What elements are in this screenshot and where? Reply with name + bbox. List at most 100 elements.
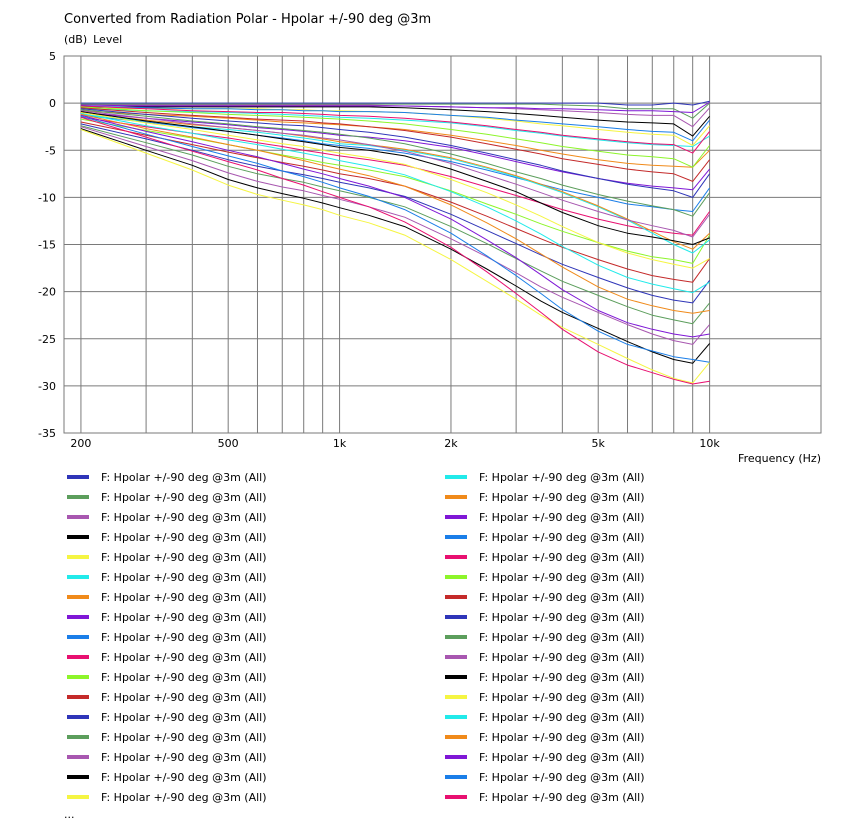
series-line-8 bbox=[80, 112, 710, 191]
legend-item: F: Hpolar +/-90 deg @3m (All) bbox=[445, 710, 645, 724]
legend-swatch bbox=[445, 595, 467, 599]
legend-item: F: Hpolar +/-90 deg @3m (All) bbox=[67, 710, 267, 724]
series-line-27 bbox=[80, 110, 711, 238]
legend-item: F: Hpolar +/-90 deg @3m (All) bbox=[67, 530, 267, 544]
legend-label: F: Hpolar +/-90 deg @3m (All) bbox=[479, 490, 645, 504]
legend-label: F: Hpolar +/-90 deg @3m (All) bbox=[101, 470, 267, 484]
legend-label: F: Hpolar +/-90 deg @3m (All) bbox=[479, 710, 645, 724]
legend-swatch bbox=[445, 475, 467, 479]
legend-label: F: Hpolar +/-90 deg @3m (All) bbox=[479, 770, 645, 784]
legend-swatch bbox=[445, 675, 467, 679]
y-tick-label: -20 bbox=[38, 286, 56, 299]
legend-swatch bbox=[67, 675, 89, 679]
legend-item: F: Hpolar +/-90 deg @3m (All) bbox=[445, 470, 645, 484]
legend-item: F: Hpolar +/-90 deg @3m (All) bbox=[445, 610, 645, 624]
legend-swatch bbox=[445, 515, 467, 519]
legend-swatch bbox=[67, 595, 89, 599]
legend-item: F: Hpolar +/-90 deg @3m (All) bbox=[445, 490, 645, 504]
legend-item: F: Hpolar +/-90 deg @3m (All) bbox=[445, 590, 645, 604]
x-tick-label: 1k bbox=[333, 437, 347, 450]
series-line-12 bbox=[80, 121, 711, 283]
legend-item: F: Hpolar +/-90 deg @3m (All) bbox=[67, 630, 267, 644]
legend-label: F: Hpolar +/-90 deg @3m (All) bbox=[479, 590, 645, 604]
y-tick-label: -15 bbox=[38, 239, 56, 252]
legend-item: F: Hpolar +/-90 deg @3m (All) bbox=[67, 610, 267, 624]
y-tick-label: 5 bbox=[49, 50, 56, 63]
legend-swatch bbox=[445, 555, 467, 559]
y-tick-label: 0 bbox=[49, 97, 56, 110]
legend-swatch bbox=[67, 795, 89, 799]
legend-label: F: Hpolar +/-90 deg @3m (All) bbox=[101, 610, 267, 624]
y-axis-label: (dB) Level bbox=[64, 33, 128, 46]
legend-label: F: Hpolar +/-90 deg @3m (All) bbox=[479, 550, 645, 564]
legend-swatch bbox=[67, 715, 89, 719]
legend-label: F: Hpolar +/-90 deg @3m (All) bbox=[101, 790, 267, 804]
x-tick-label: 5k bbox=[592, 437, 606, 450]
legend-item: F: Hpolar +/-90 deg @3m (All) bbox=[67, 570, 267, 584]
legend-item: F: Hpolar +/-90 deg @3m (All) bbox=[445, 730, 645, 744]
legend-label: F: Hpolar +/-90 deg @3m (All) bbox=[479, 570, 645, 584]
series-line-33 bbox=[80, 115, 710, 363]
series-line-20 bbox=[80, 101, 710, 113]
legend-label: F: Hpolar +/-90 deg @3m (All) bbox=[479, 630, 645, 644]
series-line-25 bbox=[80, 108, 711, 198]
x-tick-label: 500 bbox=[218, 437, 239, 450]
legend-swatch bbox=[445, 755, 467, 759]
legend-item: F: Hpolar +/-90 deg @3m (All) bbox=[445, 530, 645, 544]
legend-swatch bbox=[445, 495, 467, 499]
legend-label: F: Hpolar +/-90 deg @3m (All) bbox=[479, 470, 645, 484]
legend-item: F: Hpolar +/-90 deg @3m (All) bbox=[67, 650, 267, 664]
legend-label: F: Hpolar +/-90 deg @3m (All) bbox=[101, 650, 267, 664]
legend-item: F: Hpolar +/-90 deg @3m (All) bbox=[445, 750, 645, 764]
legend-item: F: Hpolar +/-90 deg @3m (All) bbox=[67, 790, 267, 804]
legend-label: F: Hpolar +/-90 deg @3m (All) bbox=[479, 650, 645, 664]
legend-label: F: Hpolar +/-90 deg @3m (All) bbox=[101, 530, 267, 544]
series-line-29 bbox=[80, 112, 710, 269]
legend-swatch bbox=[445, 695, 467, 699]
legend-item: F: Hpolar +/-90 deg @3m (All) bbox=[445, 650, 645, 664]
legend-label: F: Hpolar +/-90 deg @3m (All) bbox=[101, 750, 267, 764]
legend-swatch bbox=[67, 655, 89, 659]
legend-item: F: Hpolar +/-90 deg @3m (All) bbox=[445, 690, 645, 704]
legend-item: F: Hpolar +/-90 deg @3m (All) bbox=[67, 470, 267, 484]
series-line-14 bbox=[80, 125, 710, 325]
legend-item: F: Hpolar +/-90 deg @3m (All) bbox=[445, 570, 645, 584]
legend-item: F: Hpolar +/-90 deg @3m (All) bbox=[67, 490, 267, 504]
legend-label: F: Hpolar +/-90 deg @3m (All) bbox=[101, 570, 267, 584]
legend-item: F: Hpolar +/-90 deg @3m (All) bbox=[445, 550, 645, 564]
x-tick-label: 10k bbox=[699, 437, 720, 450]
series-line-7 bbox=[80, 110, 710, 168]
legend-swatch bbox=[67, 575, 89, 579]
legend-label: F: Hpolar +/-90 deg @3m (All) bbox=[101, 550, 267, 564]
legend-more-indicator: ... bbox=[64, 808, 75, 821]
series-line-28 bbox=[80, 111, 710, 245]
x-tick-label: 2k bbox=[444, 437, 458, 450]
legend-item: F: Hpolar +/-90 deg @3m (All) bbox=[67, 750, 267, 764]
legend-item: F: Hpolar +/-90 deg @3m (All) bbox=[67, 690, 267, 704]
x-tick-label: 200 bbox=[70, 437, 91, 450]
legend-label: F: Hpolar +/-90 deg @3m (All) bbox=[479, 610, 645, 624]
series-line-21 bbox=[80, 105, 710, 142]
legend-item: F: Hpolar +/-90 deg @3m (All) bbox=[67, 550, 267, 564]
legend-label: F: Hpolar +/-90 deg @3m (All) bbox=[101, 490, 267, 504]
legend-swatch bbox=[445, 775, 467, 779]
y-axis-unit: (dB) bbox=[64, 33, 88, 46]
frequency-response-chart: 5 0 -5 -10 -15 -20 -25 -30 -35 200 500 1k 2k 5k 10k Fre… bbox=[38, 50, 822, 465]
series-line-6 bbox=[80, 108, 710, 147]
legend-item: F: Hpolar +/-90 deg @3m (All) bbox=[445, 670, 645, 684]
series-line-13 bbox=[80, 123, 711, 304]
legend-label: F: Hpolar +/-90 deg @3m (All) bbox=[101, 670, 267, 684]
legend-item: F: Hpolar +/-90 deg @3m (All) bbox=[67, 590, 267, 604]
series-line-32 bbox=[80, 114, 710, 338]
x-axis-label: Frequency (Hz) bbox=[738, 452, 821, 465]
series-line-2 bbox=[80, 102, 710, 119]
legend-swatch bbox=[67, 695, 89, 699]
legend-swatch bbox=[67, 615, 89, 619]
series-line-31 bbox=[80, 113, 710, 314]
series-line-15 bbox=[80, 126, 710, 345]
series-line-1 bbox=[80, 100, 710, 106]
series-line-17 bbox=[80, 129, 710, 384]
plot-frame bbox=[63, 55, 822, 434]
legend-swatch bbox=[67, 515, 89, 519]
legend-label: F: Hpolar +/-90 deg @3m (All) bbox=[101, 590, 267, 604]
